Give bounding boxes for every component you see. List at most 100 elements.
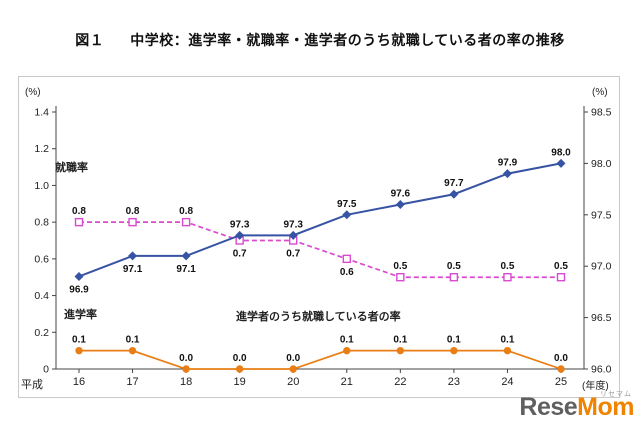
marker-circle [503, 346, 512, 355]
x-tick-label: 17 [126, 376, 138, 388]
right-tick-label: 96.0 [591, 364, 612, 376]
data-label: 98.0 [551, 147, 571, 158]
right-tick-label: 96.5 [591, 312, 612, 324]
left-tick-label: 0.4 [34, 290, 49, 302]
data-label: 0.5 [447, 261, 461, 272]
x-tick-label: 18 [180, 376, 192, 388]
series-1: 0.8 0.8 0.8 0.7 0.7 0.6 0.5 0.5 0.5 0.5 [72, 206, 568, 282]
right-tick-label: 98.5 [591, 107, 612, 119]
marker-diamond [128, 251, 138, 261]
x-tick-label: 20 [287, 376, 299, 388]
marker-diamond [288, 230, 298, 240]
x-axis-era-label: 平成 [21, 379, 43, 391]
logo-rese: Rese [519, 393, 578, 421]
marker-square [181, 217, 191, 227]
data-label: 0.1 [72, 335, 86, 346]
data-label: 97.5 [337, 199, 357, 210]
data-label: 0.7 [233, 249, 247, 260]
x-tick-label: 21 [341, 376, 353, 388]
marker-circle [182, 365, 190, 373]
data-label: 0.1 [447, 335, 461, 346]
left-axis-unit: (%) [25, 87, 41, 98]
data-label: 0.5 [500, 261, 514, 272]
left-tick-label: 0.6 [34, 253, 49, 265]
marker-diamond [449, 189, 459, 199]
series-2: 0.1 0.1 0.0 0.0 0.0 0.1 0.1 0.1 0.1 0.0 [72, 335, 568, 373]
right-tick-label: 98.0 [591, 158, 612, 170]
logo-mom: Mom [577, 393, 634, 421]
data-label: 0.0 [554, 353, 568, 364]
marker-square [128, 217, 137, 227]
marker-circle [128, 346, 137, 355]
data-label: 0.1 [393, 335, 407, 346]
left-tick-label: 0.8 [34, 217, 49, 229]
marker-square [449, 273, 459, 282]
marker-diamond [74, 271, 84, 281]
right-axis-unit: (%) [592, 87, 608, 98]
data-label: 97.3 [230, 219, 250, 230]
marker-square [74, 217, 84, 227]
data-label: 0.6 [340, 267, 354, 278]
right-tick-label: 97.5 [591, 209, 612, 221]
data-label: 96.9 [69, 284, 89, 295]
marker-diamond [502, 169, 512, 179]
data-label: 0.1 [500, 335, 514, 346]
data-label: 0.0 [286, 353, 300, 364]
chart-area: (%) (%) 0 0.2 0.4 0.6 0.8 1.0 1.2 1.4 96.0 96.5 97… [18, 76, 620, 398]
chart-title-text: 中学校：進学率・就職率・進学者のうち就職している者の率の推移 [130, 32, 565, 48]
data-label: 97.1 [123, 264, 143, 275]
marker-square [396, 273, 405, 282]
marker-diamond [342, 210, 352, 220]
data-label: 97.3 [283, 219, 303, 230]
marker-diamond [556, 158, 566, 168]
marker-circle [396, 346, 405, 355]
data-label: 0.8 [126, 206, 140, 217]
left-tick-label: 1.4 [34, 107, 49, 119]
series-0: 96.9 97.1 97.1 97.3 97.3 97.5 97.6 97.7 97.9 98.0 [69, 147, 571, 295]
data-label: 97.1 [176, 264, 196, 275]
left-tick-label: 1.2 [34, 143, 49, 155]
data-label: 0.5 [554, 261, 568, 272]
marker-circle [289, 365, 297, 373]
marker-circle [557, 365, 565, 373]
marker-square [556, 273, 566, 282]
line-chart: 0 0.2 0.4 0.6 0.8 1.0 1.2 1.4 96.0 96.5 97.0 97.5 98… [34, 106, 612, 389]
data-label: 0.1 [126, 335, 140, 346]
marker-circle [235, 365, 244, 373]
data-label: 0.7 [286, 249, 300, 260]
data-label: 0.8 [72, 206, 86, 217]
left-tick-label: 0.2 [34, 327, 49, 339]
figure-number: 図１ [75, 32, 105, 48]
x-tick-label: 19 [234, 376, 246, 388]
left-tick-label: 0 [43, 364, 49, 376]
series-label-advancement-rate: 進学率 [64, 309, 97, 321]
right-tick-label: 97.0 [591, 261, 612, 273]
axes [55, 106, 585, 370]
logo-ruby: リセマム [600, 391, 632, 398]
marker-circle [450, 346, 458, 355]
data-label: 97.9 [498, 158, 518, 169]
left-tick-label: 1.0 [34, 180, 49, 192]
chart-title: 図１ 中学校：進学率・就職率・進学者のうち就職している者の率の推移 [0, 30, 640, 50]
data-label: 97.6 [391, 189, 411, 200]
marker-square [503, 273, 512, 282]
marker-diamond [395, 200, 405, 210]
data-label: 0.8 [179, 206, 193, 217]
marker-diamond [181, 251, 191, 261]
data-label: 0.0 [179, 353, 193, 364]
resemom-logo: ReseMom リセマム [519, 391, 634, 421]
series-label-employment-rate: 就職率 [55, 162, 88, 174]
data-label: 97.7 [444, 178, 464, 189]
x-tick-label: 25 [555, 376, 567, 388]
x-tick-label: 23 [448, 376, 460, 388]
series-label-employed-among-advancers: 進学者のうち就職している者の率 [236, 311, 401, 323]
x-axis-unit-label: (年度) [582, 381, 609, 392]
x-tick-label: 24 [501, 376, 513, 388]
data-label: 0.0 [233, 353, 247, 364]
axis-ticks: 0 0.2 0.4 0.6 0.8 1.0 1.2 1.4 96.0 96.5 97.0 97.5 98… [34, 107, 611, 389]
x-tick-label: 16 [73, 376, 85, 388]
marker-diamond [235, 230, 245, 240]
x-tick-label: 22 [394, 376, 406, 388]
marker-square [342, 254, 351, 264]
marker-circle [343, 346, 351, 355]
